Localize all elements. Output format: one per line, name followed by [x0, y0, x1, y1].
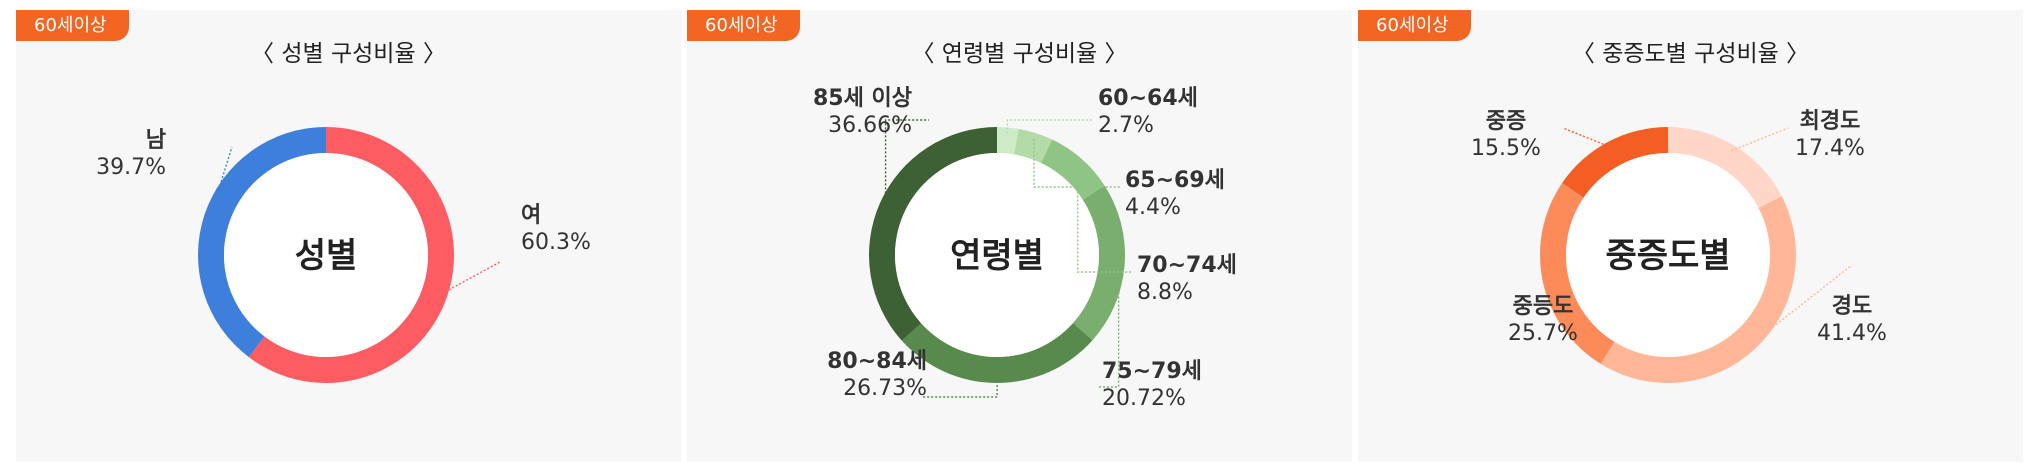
label-name-very-mild: 최경도 — [1800, 109, 1861, 134]
label-name-moderate: 중등도 — [1513, 294, 1574, 319]
slice-severe[interactable] — [1562, 127, 1668, 198]
leader-line-age-70-74 — [1076, 163, 1132, 273]
label-name-age-80-84: 80~84세 — [827, 349, 927, 374]
leader-line-moderate — [1542, 264, 1550, 281]
label-value-age-75-79: 20.72% — [1102, 386, 1186, 411]
label-value-severe: 15.5% — [1471, 136, 1541, 161]
leader-line-age-65-69 — [1033, 138, 1120, 188]
center-label: 성별 — [295, 236, 358, 276]
label-value-age-60-64: 2.7% — [1098, 113, 1154, 138]
label-value-male: 39.7% — [96, 155, 166, 180]
slice-moderate[interactable] — [1540, 183, 1615, 364]
leader-line-very-mild — [1731, 127, 1789, 152]
slice-age-70-74[interactable] — [1041, 139, 1105, 200]
center-label: 연령별 — [950, 236, 1044, 276]
age-badge: 60세이상 — [16, 10, 129, 41]
leader-line-age-75-79 — [1097, 264, 1120, 388]
leader-line-age-60-64 — [1006, 119, 1093, 134]
donut-hole — [895, 153, 1099, 357]
leader-line-mild — [1750, 264, 1853, 346]
age-chart-panel: 60세이상 〈 연령별 구성비율 〉 연령별 60~64세 2.7% 65~69세 4.… — [687, 10, 1352, 462]
age-chart-title: 〈 연령별 구성비율 〉 — [911, 41, 1128, 67]
donut-hole — [224, 153, 428, 357]
slice-age-80-84[interactable] — [901, 323, 1093, 383]
slice-mild[interactable] — [1600, 196, 1796, 383]
slice-age-85-plus[interactable] — [869, 127, 997, 341]
gender-donut-chart: 성별 여60.3% 남39.7% — [96, 127, 591, 383]
label-name-age-75-79: 75~79세 — [1102, 359, 1202, 384]
leader-line-male — [209, 146, 233, 217]
label-name-age-70-74: 70~74세 — [1137, 253, 1237, 278]
label-value-female: 60.3% — [521, 230, 591, 255]
slice-age-65-69[interactable] — [1014, 128, 1053, 163]
slice-male[interactable] — [198, 127, 326, 358]
label-value-age-85-plus: 36.66% — [828, 113, 912, 138]
label-value-very-mild: 17.4% — [1795, 136, 1865, 161]
label-value-moderate: 25.7% — [1508, 321, 1578, 346]
leader-line-severe — [1562, 127, 1612, 148]
label-name-male: 남 — [146, 128, 166, 153]
gender-chart-title: 〈 성별 구성비율 〉 — [251, 41, 446, 67]
label-name-age-60-64: 60~64세 — [1098, 86, 1198, 111]
severity-chart-title: 〈 중증도별 구성비율 〉 — [1571, 41, 1810, 67]
label-value-age-70-74: 8.8% — [1137, 280, 1193, 305]
severity-chart-panel: 60세이상 〈 중증도별 구성비율 〉 중증도별 최경도 17.4% 경도 41.4% 중… — [1358, 10, 2023, 462]
label-name-age-85-plus: 85세 이상 — [813, 86, 912, 111]
slice-age-60-64[interactable] — [997, 127, 1019, 155]
leader-line-age-85-plus — [884, 119, 929, 206]
slice-female[interactable] — [248, 127, 454, 383]
age-donut-chart: 연령별60~64세2.7%65~69세4.4%70~74세8.8%75~79세2… — [813, 86, 1237, 411]
label-name-severe: 중증 — [1486, 109, 1526, 134]
donut-hole — [1566, 153, 1770, 357]
label-value-age-80-84: 26.73% — [843, 376, 927, 401]
center-label: 중증도별 — [1605, 236, 1730, 276]
age-badge: 60세이상 — [1358, 10, 1471, 41]
label-name-mild: 경도 — [1832, 294, 1872, 319]
label-value-mild: 41.4% — [1817, 321, 1887, 346]
label-name-female: 여 — [521, 203, 541, 228]
label-value-age-65-69: 4.4% — [1125, 195, 1181, 220]
age-badge: 60세이상 — [687, 10, 800, 41]
gender-chart-panel: 60세이상 〈 성별 구성비율 〉 성별 여 60.3% 남 39.7% — [16, 10, 681, 462]
leader-line-female — [441, 261, 501, 295]
slice-age-75-79[interactable] — [1073, 185, 1125, 341]
label-name-age-65-69: 65~69세 — [1125, 168, 1225, 193]
slice-very-mild[interactable] — [1668, 127, 1782, 209]
